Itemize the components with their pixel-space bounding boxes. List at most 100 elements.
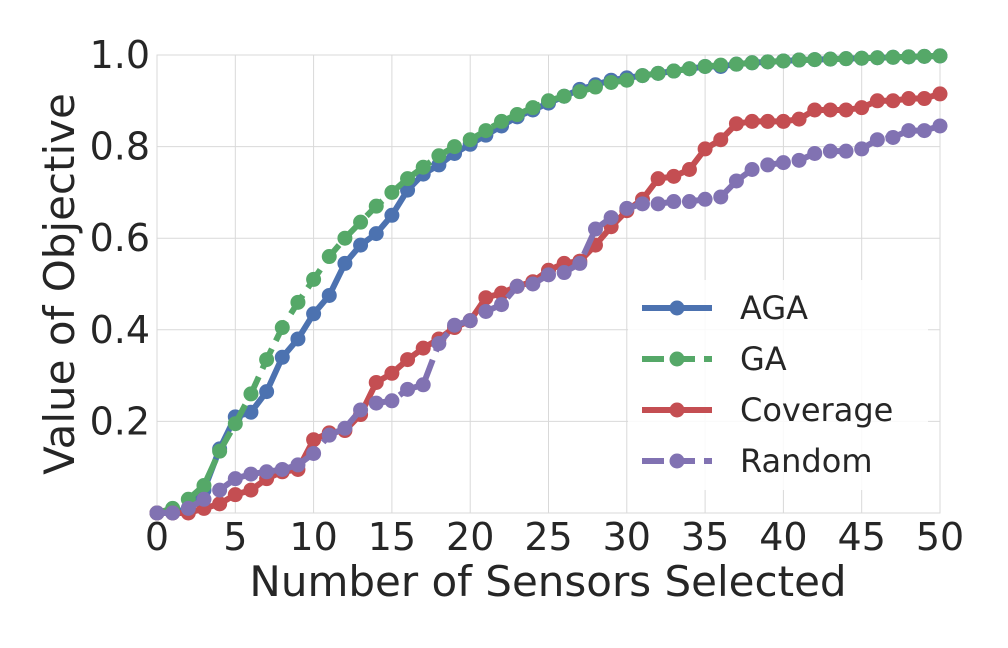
- data-point: [274, 320, 290, 336]
- series-layer: [149, 48, 948, 521]
- data-point: [916, 48, 932, 64]
- data-point: [400, 182, 416, 198]
- data-point: [306, 432, 322, 448]
- data-point: [572, 84, 588, 100]
- data-point: [791, 111, 807, 127]
- y-tick-labels: 0.2 0.4 0.6 0.8 1.0: [90, 33, 150, 443]
- y-axis-label: Value of Objective: [35, 93, 84, 475]
- data-point: [901, 91, 917, 107]
- data-point: [822, 102, 838, 118]
- data-point: [149, 505, 165, 521]
- data-point: [227, 416, 243, 432]
- data-point: [744, 55, 760, 71]
- data-point: [384, 365, 400, 381]
- x-tick-label: 40: [759, 515, 807, 559]
- data-point: [713, 189, 729, 205]
- data-point: [697, 141, 713, 157]
- data-point: [760, 113, 776, 129]
- data-point: [431, 148, 447, 164]
- data-point: [634, 68, 650, 84]
- y-tick-label: 0.8: [90, 125, 150, 169]
- data-point: [353, 402, 369, 418]
- data-point: [353, 214, 369, 230]
- data-point: [478, 123, 494, 139]
- data-point: [180, 500, 196, 516]
- legend-swatch-marker: [669, 351, 685, 367]
- data-point: [760, 157, 776, 173]
- data-point: [885, 129, 901, 145]
- x-tick-label: 30: [603, 515, 651, 559]
- data-point: [587, 221, 603, 237]
- data-point: [556, 265, 572, 281]
- x-tick-label: 35: [681, 515, 729, 559]
- data-point: [227, 487, 243, 503]
- data-point: [697, 191, 713, 207]
- data-point: [243, 466, 259, 482]
- x-tick-label: 20: [446, 515, 494, 559]
- data-point: [838, 143, 854, 159]
- data-point: [666, 194, 682, 210]
- data-point: [807, 145, 823, 161]
- data-point: [681, 162, 697, 177]
- data-point: [681, 61, 697, 77]
- data-point: [478, 290, 494, 306]
- data-point: [368, 198, 384, 214]
- y-tick-label: 1.0: [90, 33, 150, 77]
- data-point: [462, 313, 478, 329]
- data-point: [290, 457, 306, 473]
- data-point: [697, 58, 713, 74]
- data-point: [728, 56, 744, 72]
- data-point: [572, 255, 588, 271]
- data-point: [321, 427, 337, 443]
- data-point: [196, 491, 212, 507]
- data-point: [165, 505, 181, 521]
- data-point: [916, 91, 932, 107]
- data-point: [650, 65, 666, 81]
- data-point: [306, 306, 322, 322]
- data-point: [541, 93, 556, 109]
- data-point: [650, 196, 666, 212]
- data-point: [681, 194, 697, 210]
- data-point: [227, 471, 243, 487]
- data-point: [885, 93, 901, 109]
- data-point: [400, 381, 416, 397]
- y-tick-label: 0.6: [90, 216, 150, 260]
- data-point: [525, 100, 541, 116]
- data-point: [603, 74, 619, 90]
- data-point: [791, 152, 807, 168]
- data-point: [713, 132, 729, 148]
- legend-item: AGA: [642, 289, 808, 327]
- data-point: [462, 132, 478, 148]
- data-point: [854, 100, 870, 116]
- data-point: [478, 303, 494, 319]
- data-point: [869, 93, 885, 109]
- data-point: [932, 48, 948, 64]
- data-point: [243, 404, 259, 420]
- data-point: [274, 349, 290, 365]
- data-point: [744, 113, 760, 129]
- data-point: [916, 123, 932, 139]
- data-point: [869, 50, 885, 66]
- legend-swatch-marker: [669, 453, 685, 469]
- y-tick-label: 0.2: [90, 399, 150, 443]
- series-random: [149, 118, 948, 521]
- data-point: [384, 184, 400, 200]
- x-tick-labels: 0 5 10 15 20 25 30 35 40 45 50: [145, 515, 964, 559]
- data-point: [509, 278, 525, 294]
- data-point: [838, 102, 854, 118]
- data-point: [650, 171, 666, 187]
- data-point: [854, 141, 870, 157]
- data-point: [885, 49, 901, 65]
- legend-swatch-marker: [669, 402, 685, 418]
- data-point: [196, 478, 212, 494]
- data-point: [760, 54, 776, 70]
- data-point: [415, 377, 431, 393]
- data-point: [556, 88, 572, 104]
- series-ga: [149, 48, 948, 521]
- x-axis-label: Number of Sensors Selected: [249, 557, 846, 606]
- data-point: [822, 51, 838, 67]
- data-point: [243, 386, 259, 402]
- x-tick-label: 10: [289, 515, 337, 559]
- data-point: [932, 118, 948, 134]
- data-point: [400, 171, 416, 187]
